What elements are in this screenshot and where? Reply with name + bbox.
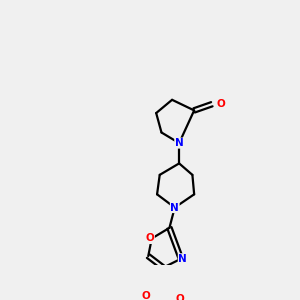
Text: O: O	[216, 99, 225, 109]
Text: N: N	[175, 138, 184, 148]
Text: O: O	[146, 233, 154, 244]
Text: O: O	[141, 291, 150, 300]
Text: N: N	[178, 254, 187, 264]
Text: O: O	[176, 294, 184, 300]
Text: N: N	[170, 202, 179, 213]
